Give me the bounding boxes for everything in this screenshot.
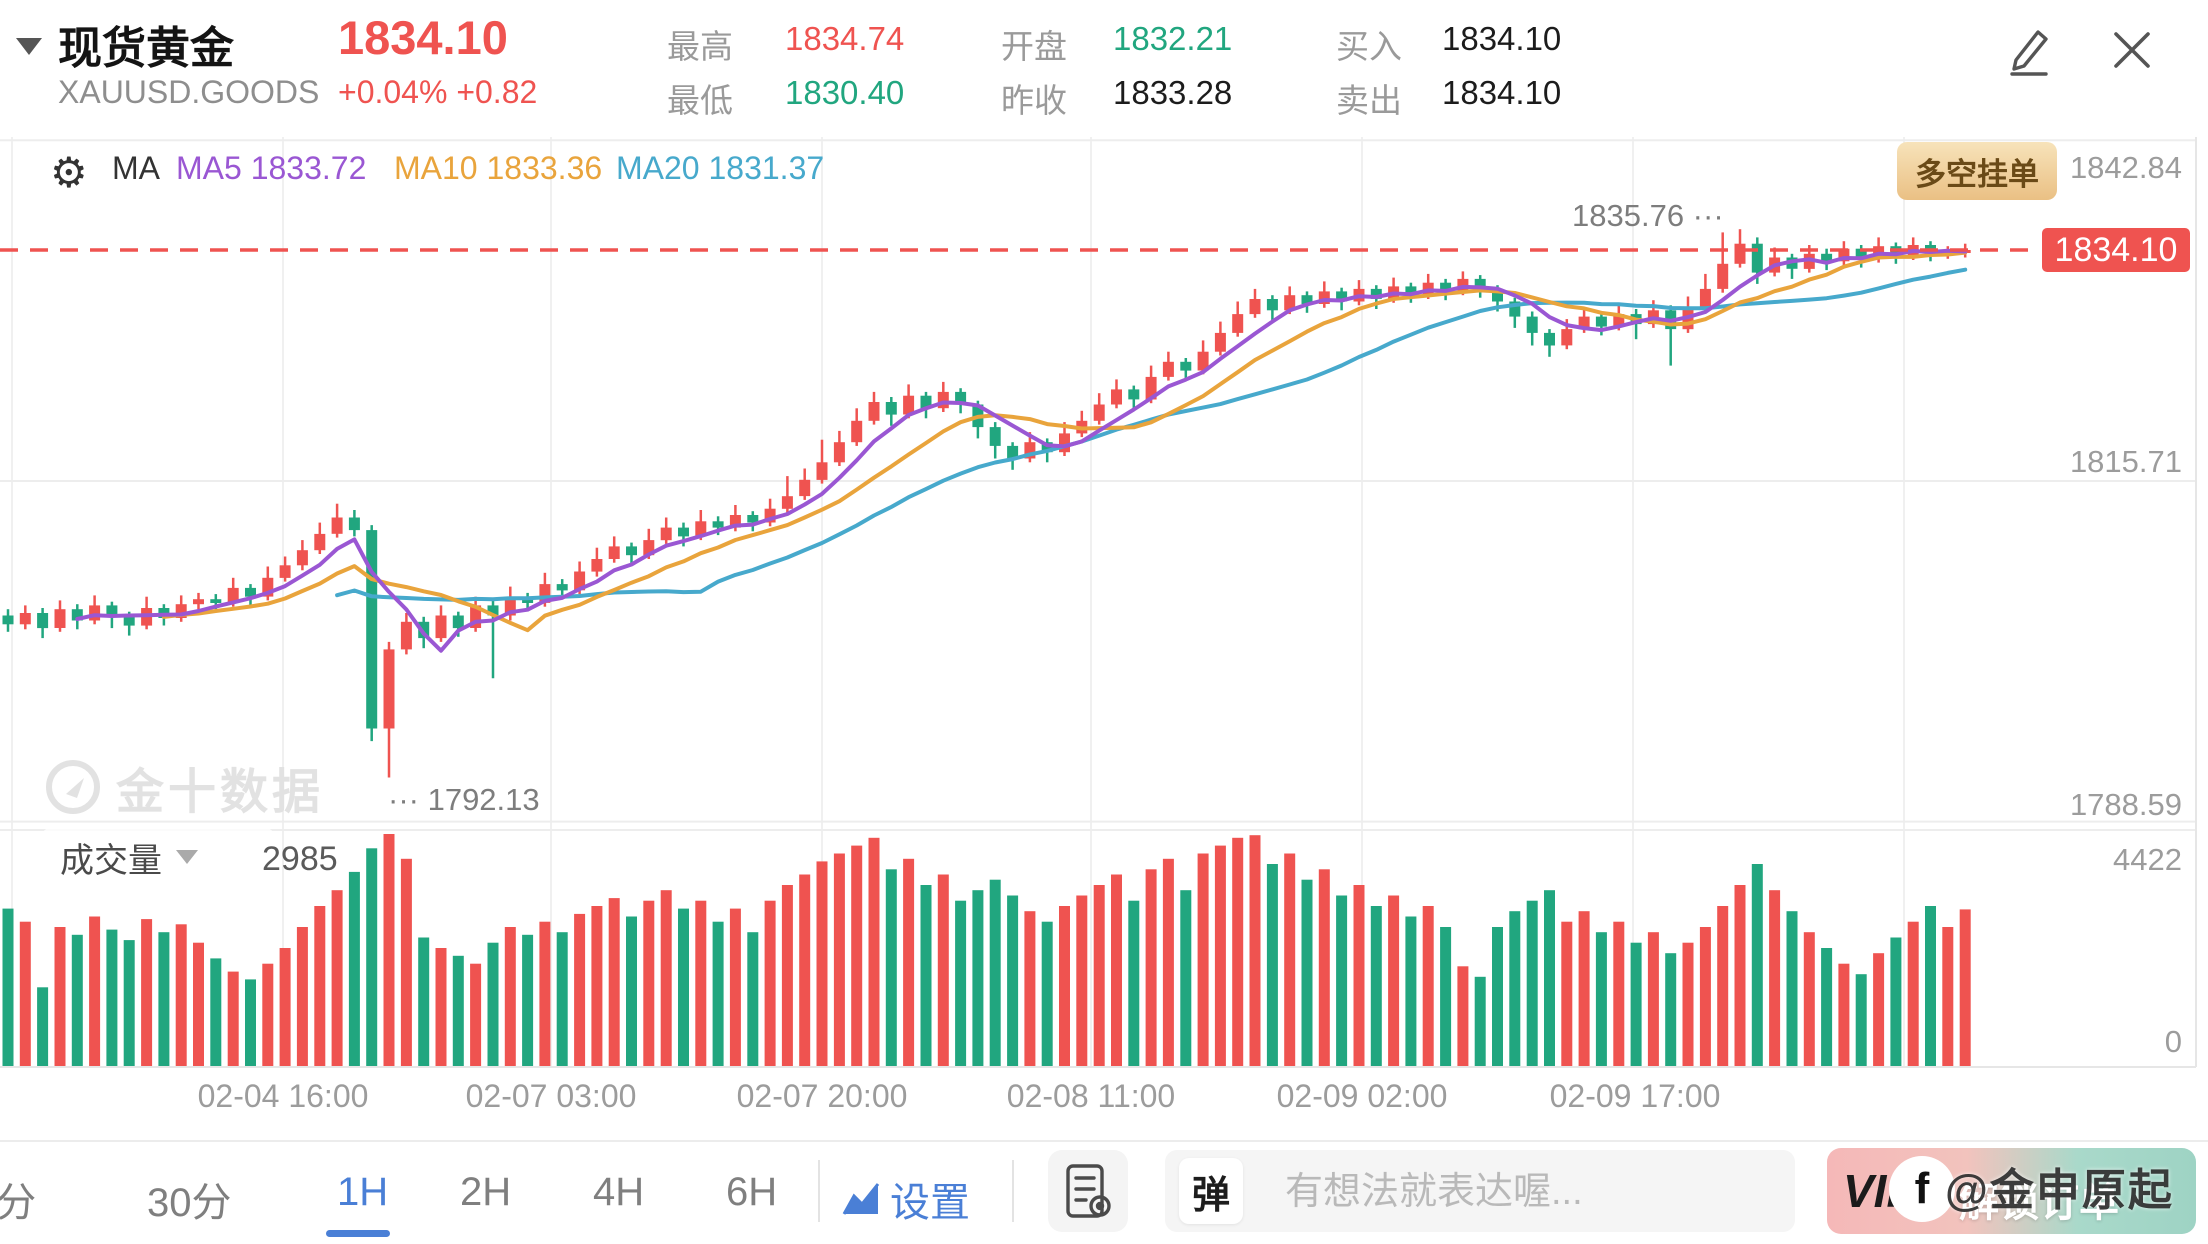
time-axis-label: 02-09 02:00 <box>1276 1078 1448 1114</box>
stat-bid-value: 1834.10 <box>1442 20 1562 57</box>
stat-open-value: 1832.21 <box>1113 20 1233 57</box>
volume-axis-max: 4422 <box>2113 842 2182 877</box>
stat-high-value: 1834.74 <box>785 20 905 57</box>
price-axis-label-bottom: 1788.59 <box>2069 787 2182 822</box>
tab-4h[interactable]: 4H <box>593 1170 645 1214</box>
comment-input[interactable] <box>1283 1150 1777 1234</box>
time-axis-label: 02-07 20:00 <box>736 1078 908 1114</box>
tab-6h[interactable]: 6H <box>726 1170 778 1214</box>
close-icon[interactable] <box>2104 22 2160 78</box>
stat-open-label: 开盘 <box>1001 28 1067 65</box>
time-axis-label: 02-04 16:00 <box>197 1078 369 1114</box>
stat-prevclose-label: 昨收 <box>1001 82 1067 119</box>
price-axis-label-mid: 1815.71 <box>2069 444 2182 479</box>
area-chart-icon <box>842 1183 880 1215</box>
danmaku-toggle[interactable]: 弹 <box>1179 1158 1243 1224</box>
long-short-orders-button[interactable]: 多空挂单 <box>1897 142 2057 200</box>
volume-label: 成交量 <box>60 841 162 880</box>
ma-title: MA <box>112 150 160 186</box>
current-price-tag: 1834.10 <box>2042 228 2190 272</box>
ma5-value: MA5 1833.72 <box>176 150 367 186</box>
time-axis-label: 02-08 11:00 <box>1006 1078 1176 1114</box>
toolbar-divider <box>1012 1160 1014 1222</box>
stat-prevclose-value: 1833.28 <box>1113 74 1233 111</box>
symbol-code: XAUUSD.GOODS <box>58 74 320 110</box>
low-annotation: ··· 1792.13 <box>388 782 540 817</box>
price-axis-label-top: 1842.84 <box>2069 150 2182 185</box>
tab-2h[interactable]: 2H <box>460 1170 512 1214</box>
symbol-name: 现货黄金 <box>58 24 234 73</box>
stat-ask-label: 卖出 <box>1336 82 1402 119</box>
order-record-button[interactable] <box>1048 1150 1128 1232</box>
stat-low-value: 1830.40 <box>785 74 905 111</box>
indicator-settings-gear-icon[interactable]: ⚙ <box>50 149 88 196</box>
unlock-label: 解锁订单 <box>1959 1181 2119 1225</box>
chart-settings-button[interactable]: 设置 <box>840 1170 970 1228</box>
stat-ask-value: 1834.10 <box>1442 74 1562 111</box>
stat-bid-label: 买入 <box>1336 28 1402 65</box>
jin10-watermark: 金十数据 <box>44 752 324 822</box>
toolbar-divider <box>818 1160 820 1222</box>
volume-current-value: 2985 <box>262 840 338 878</box>
jin10-watermark-text: 金十数据 <box>116 766 325 819</box>
ma20-value: MA20 1831.37 <box>616 150 825 186</box>
order-list-icon <box>1066 1164 1111 1218</box>
tab-30min[interactable]: 30分 <box>147 1181 232 1225</box>
last-price: 1834.10 <box>338 11 508 64</box>
settings-label: 设置 <box>890 1181 970 1225</box>
bottom-toolbar: 5分 30分 1H 2H 4H 6H 设置 <box>0 1140 2208 1244</box>
symbol-dropdown-caret-icon[interactable] <box>16 38 42 55</box>
volume-axis-min: 0 <box>2164 1024 2182 1059</box>
stat-high-label: 最高 <box>667 28 733 65</box>
tab-5min[interactable]: 5分 <box>0 1181 37 1225</box>
unlock-orders-button[interactable]: VIP f 解锁订单 @金申原起 <box>1827 1148 2196 1234</box>
volume-indicator-dropdown[interactable]: 成交量 <box>42 828 274 886</box>
social-logo-icon: f <box>1889 1156 1955 1222</box>
high-annotation: 1835.76 ··· <box>1572 198 1724 233</box>
social-watermark: @金申原起 <box>1945 1166 2174 1215</box>
edit-icon[interactable] <box>2000 22 2056 78</box>
jin10-logo-icon <box>46 760 100 814</box>
active-tab-underline <box>326 1230 390 1237</box>
stat-low-label: 最低 <box>667 82 733 119</box>
price-change: +0.04% +0.82 <box>338 74 538 110</box>
volume-caret-icon <box>176 850 198 864</box>
comment-input-wrapper[interactable]: 弹 <box>1165 1150 1795 1234</box>
time-axis-label: 02-09 17:00 <box>1549 1078 1721 1114</box>
time-axis-label: 02-07 03:00 <box>465 1078 637 1114</box>
ma10-value: MA10 1833.36 <box>394 150 603 186</box>
tab-1h[interactable]: 1H <box>337 1170 389 1214</box>
